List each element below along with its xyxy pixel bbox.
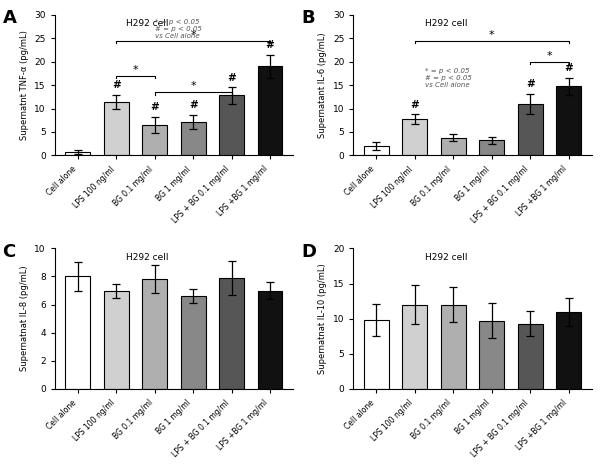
Text: *: *: [489, 30, 494, 40]
Text: #: #: [151, 102, 159, 113]
Bar: [479, 321, 504, 389]
Text: #: #: [112, 80, 121, 90]
Text: #: #: [189, 100, 197, 110]
Text: * = p < 0.05
# = p < 0.05
vs Cell alone: * = p < 0.05 # = p < 0.05 vs Cell alone: [155, 19, 202, 39]
Text: H292 cell: H292 cell: [425, 253, 467, 262]
Text: B: B: [301, 9, 314, 27]
Bar: [257, 66, 283, 156]
Bar: [181, 296, 206, 389]
Bar: [219, 95, 244, 156]
Bar: [257, 290, 283, 389]
Bar: [104, 101, 129, 156]
Bar: [518, 324, 542, 389]
Bar: [65, 276, 91, 389]
Y-axis label: Supernatnat IL-10 (pg/mL): Supernatnat IL-10 (pg/mL): [319, 263, 328, 374]
Y-axis label: Supernatnt TNF-α (pg/mL): Supernatnt TNF-α (pg/mL): [20, 30, 29, 140]
Text: #: #: [227, 73, 236, 83]
Bar: [556, 86, 581, 156]
Text: #: #: [266, 41, 274, 50]
Bar: [441, 304, 466, 389]
Bar: [556, 311, 581, 389]
Bar: [65, 152, 91, 156]
Text: #: #: [410, 100, 419, 110]
Bar: [403, 304, 427, 389]
Bar: [364, 146, 389, 156]
Text: * = p < 0.05
# = p < 0.05
vs Cell alone: * = p < 0.05 # = p < 0.05 vs Cell alone: [425, 68, 472, 88]
Bar: [403, 119, 427, 156]
Text: *: *: [190, 30, 196, 40]
Text: #: #: [526, 79, 535, 89]
Text: H292 cell: H292 cell: [127, 19, 169, 28]
Bar: [364, 320, 389, 389]
Text: #: #: [564, 64, 573, 73]
Text: H292 cell: H292 cell: [425, 19, 467, 28]
Bar: [441, 138, 466, 156]
Bar: [479, 141, 504, 156]
Bar: [142, 125, 167, 156]
Text: A: A: [2, 9, 16, 27]
Bar: [142, 279, 167, 389]
Bar: [219, 278, 244, 389]
Text: H292 cell: H292 cell: [127, 253, 169, 262]
Text: *: *: [190, 81, 196, 92]
Text: *: *: [547, 51, 552, 61]
Bar: [104, 290, 129, 389]
Text: *: *: [133, 65, 139, 75]
Bar: [518, 104, 542, 156]
Text: D: D: [301, 243, 316, 261]
Text: C: C: [2, 243, 16, 261]
Y-axis label: Supernatant IL-6 (pg/mL): Supernatant IL-6 (pg/mL): [319, 32, 328, 138]
Y-axis label: Supernatnat IL-8 (pg/mL): Supernatnat IL-8 (pg/mL): [20, 266, 29, 371]
Bar: [181, 122, 206, 156]
